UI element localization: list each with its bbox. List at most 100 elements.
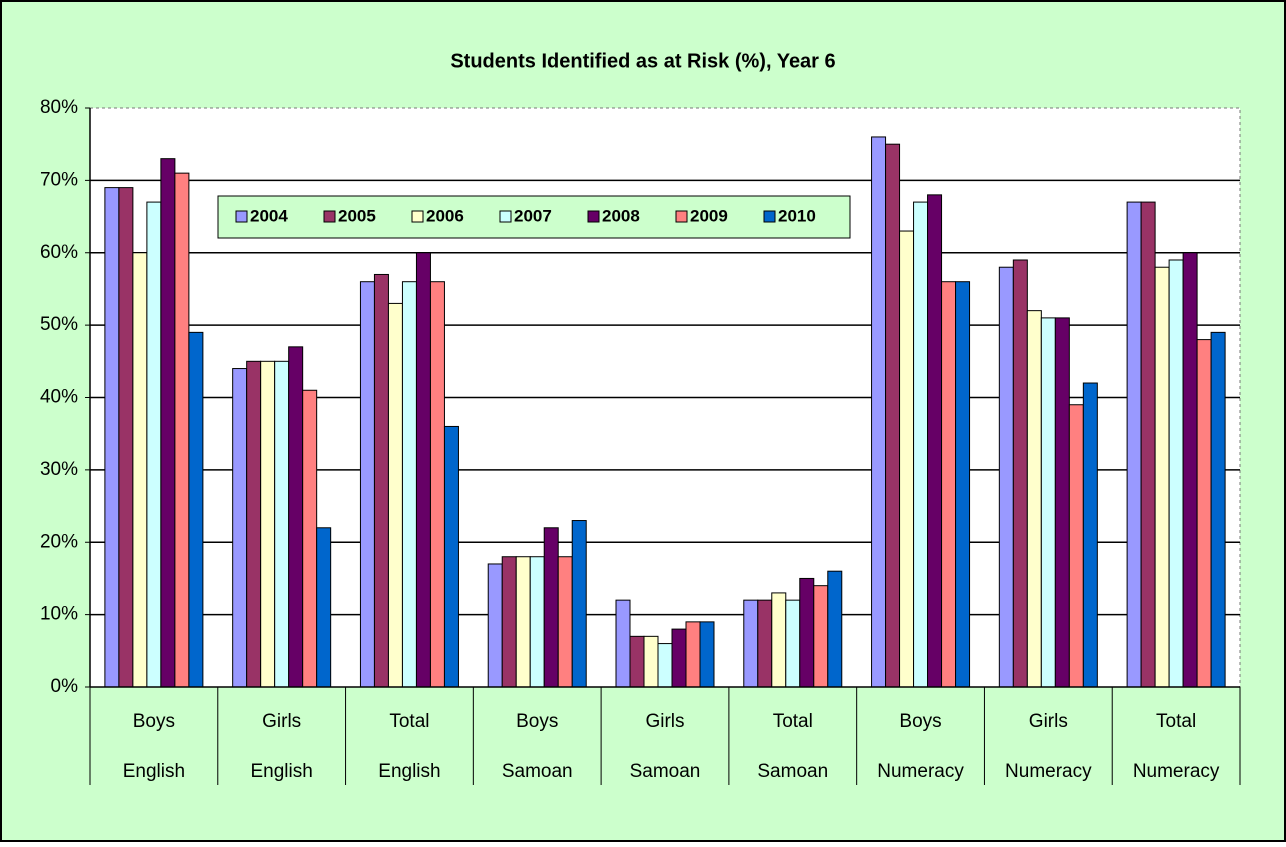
bar: [699, 621, 715, 688]
bar: [443, 425, 459, 688]
y-tick-label: 70%: [40, 169, 78, 190]
legend-swatch: [587, 210, 600, 223]
bar: [955, 281, 971, 688]
bar: [885, 143, 901, 688]
x-tick-label: Samoan: [502, 761, 573, 782]
bar: [288, 346, 304, 688]
x-tick-label: Girls: [262, 711, 301, 732]
legend-label: 2006: [426, 206, 464, 225]
x-tick-label: Samoan: [630, 761, 701, 782]
bar: [487, 563, 503, 688]
x-tick-label: Girls: [645, 711, 684, 732]
bar: [1126, 201, 1142, 688]
bar: [1182, 252, 1198, 688]
bar: [1082, 382, 1098, 688]
bar: [1026, 310, 1042, 688]
legend-swatch: [411, 210, 424, 223]
bar: [1168, 259, 1184, 688]
bar: [557, 556, 573, 688]
bar: [1154, 266, 1170, 688]
y-tick-label: 60%: [40, 242, 78, 263]
bar: [132, 252, 148, 688]
bar: [373, 273, 389, 688]
bar: [771, 592, 787, 688]
x-tick-label: Total: [1156, 711, 1196, 732]
x-tick-label: English: [378, 761, 440, 782]
bar: [188, 331, 204, 688]
bar: [657, 643, 673, 688]
bar: [1012, 259, 1028, 688]
bar: [1210, 331, 1226, 688]
x-tick-label: Total: [389, 711, 429, 732]
bar: [927, 194, 943, 688]
x-tick-label: Samoan: [757, 761, 828, 782]
y-tick-label: 30%: [40, 459, 78, 480]
x-tick-label: Boys: [899, 711, 941, 732]
bar: [671, 628, 687, 688]
bar: [571, 520, 587, 688]
bar: [387, 302, 403, 688]
bar: [316, 527, 332, 688]
bar: [501, 556, 517, 688]
legend-swatch: [499, 210, 512, 223]
bar: [302, 389, 318, 688]
bar: [913, 201, 929, 688]
bar: [529, 556, 545, 688]
legend-label: 2004: [250, 206, 288, 225]
legend-swatch: [323, 210, 336, 223]
legend-label: 2007: [514, 206, 552, 225]
bar: [1068, 404, 1084, 688]
bar: [274, 360, 290, 688]
bar: [1196, 339, 1212, 688]
bar: [941, 281, 957, 688]
bar: [743, 599, 759, 688]
bar: [785, 599, 801, 688]
x-tick-label: Total: [773, 711, 813, 732]
bar: [799, 577, 815, 688]
bar: [174, 172, 190, 688]
bar: [118, 187, 134, 688]
bar: [813, 585, 829, 688]
bar: [429, 281, 445, 688]
chart-title: Students Identified as at Risk (%), Year…: [450, 50, 835, 72]
y-tick-label: 40%: [40, 387, 78, 408]
bar: [998, 266, 1014, 688]
y-tick-label: 50%: [40, 314, 78, 335]
bar: [827, 570, 843, 688]
bar: [415, 252, 431, 688]
x-tick-label: Boys: [516, 711, 558, 732]
bar: [359, 281, 375, 688]
x-tick-label: English: [123, 761, 185, 782]
y-tick-label: 80%: [40, 97, 78, 118]
bar: [543, 527, 559, 688]
bar: [899, 230, 915, 688]
x-tick-label: Numeracy: [1133, 761, 1220, 782]
x-tick-label: Boys: [133, 711, 175, 732]
y-tick-label: 20%: [40, 531, 78, 552]
bar: [246, 360, 262, 688]
bar: [643, 635, 659, 688]
bar: [1140, 201, 1156, 688]
x-tick-label: Girls: [1029, 711, 1068, 732]
bar: [401, 281, 417, 688]
bar: [160, 158, 176, 688]
bar: [629, 635, 645, 688]
legend-swatch: [763, 210, 776, 223]
bar: [871, 136, 887, 688]
bar: [1040, 317, 1056, 688]
bar: [1054, 317, 1070, 688]
legend-box: [217, 195, 851, 239]
bar: [104, 187, 120, 688]
bar: [685, 621, 701, 688]
bar: [757, 599, 773, 688]
legend-label: 2008: [602, 206, 640, 225]
legend-swatch: [675, 210, 688, 223]
legend-label: 2009: [690, 206, 728, 225]
bar: [232, 368, 248, 688]
x-tick-label: English: [251, 761, 313, 782]
bar: [515, 556, 531, 688]
y-tick-label: 10%: [40, 604, 78, 625]
y-tick-label: 0%: [51, 676, 79, 697]
legend-label: 2005: [338, 206, 376, 225]
